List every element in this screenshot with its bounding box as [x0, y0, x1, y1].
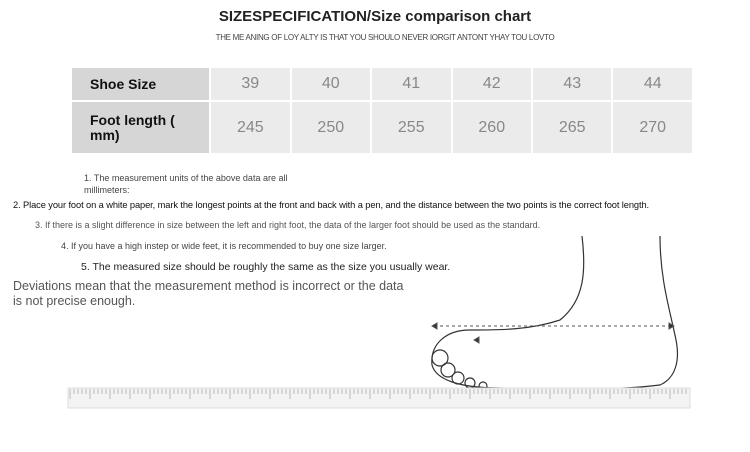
table-row: Foot length ( mm) 245 250 255 260 265 27…	[69, 100, 694, 155]
size-cell: 42	[450, 65, 533, 103]
note-5: 5. The measured size should be roughly t…	[81, 261, 451, 273]
subtitle: THE ME ANING OF LOY ALTY IS THAT YOU SHO…	[215, 33, 555, 42]
length-cell: 260	[450, 100, 533, 155]
size-cell: 40	[289, 65, 373, 103]
foot-outline	[431, 235, 679, 391]
length-cell: 245	[209, 100, 292, 155]
size-cell: 43	[530, 65, 614, 103]
note-3: 3. If there is a slight difference in si…	[35, 220, 541, 230]
note-deviation: Deviations mean that the measurement met…	[13, 279, 404, 308]
size-cell: 39	[209, 65, 292, 103]
length-cell: 270	[611, 100, 694, 155]
ruler	[67, 387, 691, 409]
size-cell: 41	[370, 65, 453, 103]
size-cell: 44	[611, 65, 694, 103]
length-cell: 250	[289, 100, 373, 155]
row-header: Foot length ( mm)	[69, 100, 212, 155]
measure-arrows	[431, 322, 675, 344]
length-cell: 265	[530, 100, 614, 155]
row-header: Shoe Size	[69, 65, 212, 103]
table-row: Shoe Size 39 40 41 42 43 44	[69, 65, 694, 103]
note-1: 1. The measurement units of the above da…	[84, 173, 288, 195]
page-title: SIZESPECIFICATION/Size comparison chart	[218, 8, 532, 25]
note-2: 2. Place your foot on a white paper, mar…	[13, 200, 650, 210]
note-4: 4. If you have a high instep or wide fee…	[61, 241, 387, 251]
size-table: Shoe Size 39 40 41 42 43 44 Foot length …	[69, 65, 694, 155]
length-cell: 255	[370, 100, 453, 155]
